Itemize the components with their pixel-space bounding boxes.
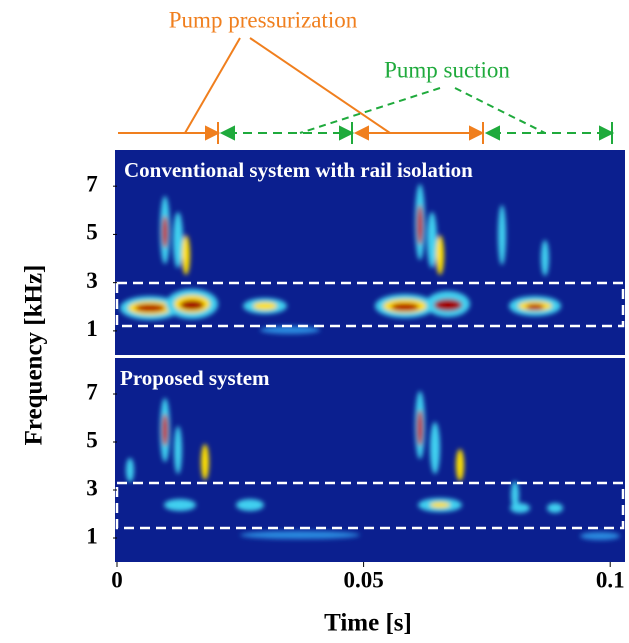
annotation: Pump pressurization bbox=[169, 7, 358, 32]
blob bbox=[182, 235, 190, 275]
blob bbox=[547, 503, 563, 513]
arrow-head bbox=[219, 125, 235, 141]
highlight-box bbox=[115, 481, 625, 530]
annotation: Pump suction bbox=[384, 57, 510, 82]
leader bbox=[299, 87, 441, 134]
blob bbox=[126, 458, 134, 482]
y-tick-label: 5 bbox=[86, 427, 98, 452]
arrow-head bbox=[353, 125, 369, 141]
blob bbox=[201, 444, 209, 480]
x-tick-label: 0.1 bbox=[596, 567, 625, 592]
y-tick-label: 3 bbox=[86, 475, 98, 500]
blob bbox=[240, 531, 360, 539]
blob bbox=[260, 326, 320, 334]
arrow-head bbox=[469, 125, 485, 141]
spectrogram-image bbox=[120, 184, 561, 334]
blob bbox=[510, 503, 530, 513]
arrow-head bbox=[484, 125, 500, 141]
arrow-head bbox=[599, 125, 615, 141]
y-axis-label: Frequency [kHz] bbox=[21, 265, 48, 446]
pressurization-arrows bbox=[118, 37, 485, 144]
blob bbox=[135, 304, 165, 312]
blob bbox=[253, 302, 277, 310]
arrow-head bbox=[205, 125, 221, 141]
y-tick-label: 7 bbox=[86, 171, 98, 196]
y-tick-label: 1 bbox=[86, 316, 98, 341]
blob bbox=[526, 304, 544, 310]
x-tick-label: 0 bbox=[111, 567, 123, 592]
blob bbox=[498, 205, 506, 265]
panel-title: Conventional system with rail isolation bbox=[124, 158, 473, 182]
y-tick-label: 5 bbox=[86, 220, 98, 245]
blob bbox=[436, 235, 444, 275]
blob bbox=[173, 212, 183, 268]
leader bbox=[249, 37, 391, 134]
blob bbox=[434, 299, 462, 311]
x-axis-label: Time [s] bbox=[324, 610, 412, 637]
blob bbox=[417, 410, 423, 446]
blob bbox=[427, 212, 437, 268]
blob bbox=[180, 300, 204, 310]
blob bbox=[511, 481, 519, 509]
blob bbox=[391, 303, 419, 311]
leader bbox=[184, 37, 241, 134]
blob bbox=[236, 499, 264, 511]
blob bbox=[430, 422, 440, 474]
blob bbox=[430, 502, 450, 508]
panel-background bbox=[115, 150, 625, 355]
blob bbox=[417, 205, 423, 245]
leader bbox=[454, 87, 546, 134]
panel-title: Proposed system bbox=[120, 366, 270, 390]
x-tick-label: 0.05 bbox=[343, 567, 383, 592]
spectrogram-image bbox=[126, 391, 620, 540]
suction-arrows bbox=[219, 87, 615, 144]
y-tick-label: 7 bbox=[86, 379, 98, 404]
blob bbox=[164, 499, 196, 511]
y-tick-label: 3 bbox=[86, 268, 98, 293]
blob bbox=[456, 449, 464, 481]
blob bbox=[162, 414, 168, 446]
y-tick-label: 1 bbox=[86, 523, 98, 548]
blob bbox=[174, 426, 182, 474]
highlight-box bbox=[115, 281, 625, 328]
arrow-head bbox=[339, 125, 355, 141]
blob bbox=[541, 240, 549, 276]
blob bbox=[162, 216, 168, 248]
blob bbox=[580, 532, 620, 540]
